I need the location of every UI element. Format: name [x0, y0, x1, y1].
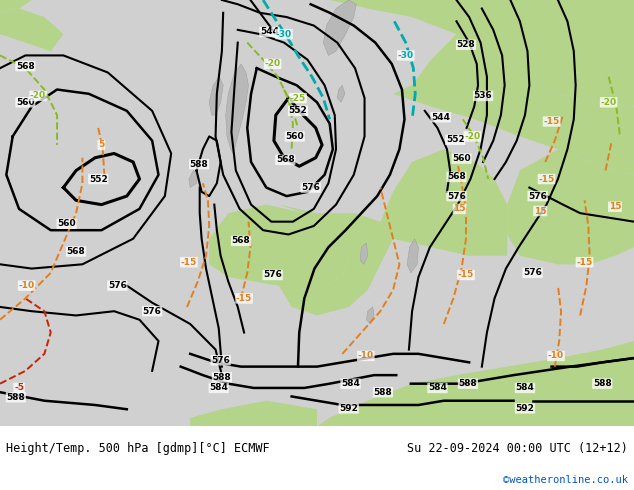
Text: 544: 544 — [260, 27, 279, 36]
Polygon shape — [360, 243, 368, 264]
Text: 588: 588 — [458, 379, 477, 388]
Text: 560: 560 — [452, 154, 471, 163]
Text: 588: 588 — [190, 160, 209, 169]
Polygon shape — [209, 205, 349, 290]
Text: 576: 576 — [263, 270, 282, 279]
Polygon shape — [393, 34, 634, 175]
Polygon shape — [317, 341, 634, 426]
Polygon shape — [0, 0, 634, 426]
Text: 584: 584 — [515, 384, 534, 392]
Polygon shape — [337, 85, 345, 102]
Text: 576: 576 — [143, 307, 162, 316]
Text: -5: -5 — [14, 384, 24, 392]
Text: -15: -15 — [543, 117, 560, 126]
Text: 560: 560 — [57, 220, 76, 228]
Text: 584: 584 — [428, 384, 447, 392]
Text: 15: 15 — [609, 202, 621, 211]
Text: -20: -20 — [464, 132, 481, 141]
Text: 576: 576 — [523, 269, 542, 277]
Text: 5: 5 — [98, 141, 105, 149]
Text: 552: 552 — [288, 106, 307, 115]
Text: 588: 588 — [373, 388, 392, 397]
Text: -15: -15 — [458, 270, 474, 279]
Text: 576: 576 — [301, 183, 320, 192]
Polygon shape — [279, 205, 393, 316]
Text: 584: 584 — [341, 379, 360, 388]
Polygon shape — [209, 77, 223, 115]
Text: -10: -10 — [548, 351, 564, 361]
Polygon shape — [190, 401, 317, 426]
Polygon shape — [380, 149, 507, 256]
Text: -20: -20 — [30, 92, 46, 100]
Polygon shape — [330, 0, 634, 107]
Text: 528: 528 — [456, 40, 476, 49]
Text: 592: 592 — [339, 404, 358, 413]
Text: 576: 576 — [108, 281, 127, 290]
Polygon shape — [189, 171, 198, 188]
Text: -30: -30 — [276, 29, 292, 39]
Text: -10: -10 — [358, 351, 374, 361]
Text: -20: -20 — [600, 98, 617, 107]
Text: -20: -20 — [264, 59, 281, 69]
Text: 592: 592 — [515, 404, 534, 413]
Text: 552: 552 — [446, 135, 465, 145]
Text: -15: -15 — [181, 258, 197, 267]
Text: 536: 536 — [474, 92, 493, 100]
Text: 576: 576 — [211, 356, 230, 365]
Text: Su 22-09-2024 00:00 UTC (12+12): Su 22-09-2024 00:00 UTC (12+12) — [407, 442, 628, 455]
Polygon shape — [507, 149, 634, 264]
Text: 568: 568 — [276, 155, 295, 164]
Text: -15: -15 — [236, 294, 252, 303]
Text: 15: 15 — [453, 204, 466, 213]
Text: Height/Temp. 500 hPa [gdmp][°C] ECMWF: Height/Temp. 500 hPa [gdmp][°C] ECMWF — [6, 442, 270, 455]
Polygon shape — [0, 0, 32, 13]
Polygon shape — [323, 0, 356, 55]
Text: -15: -15 — [576, 258, 593, 267]
Polygon shape — [407, 239, 418, 273]
Text: 588: 588 — [6, 393, 25, 402]
Polygon shape — [226, 64, 249, 153]
Text: -25: -25 — [290, 94, 306, 102]
Text: 568: 568 — [447, 172, 466, 181]
Text: -30: -30 — [398, 51, 414, 60]
Text: ©weatheronline.co.uk: ©weatheronline.co.uk — [503, 475, 628, 486]
Text: 576: 576 — [528, 192, 547, 200]
Text: 560: 560 — [285, 132, 304, 141]
Text: 588: 588 — [593, 379, 612, 388]
Text: -15: -15 — [538, 174, 555, 184]
Text: 15: 15 — [534, 206, 547, 216]
Text: 552: 552 — [89, 174, 108, 184]
Text: 576: 576 — [447, 192, 466, 200]
Text: -10: -10 — [18, 281, 35, 290]
Text: 584: 584 — [209, 384, 228, 392]
Polygon shape — [366, 307, 374, 324]
Text: 544: 544 — [431, 113, 450, 122]
Text: 588: 588 — [212, 373, 231, 382]
Polygon shape — [0, 8, 63, 51]
Text: 560: 560 — [16, 98, 35, 107]
Text: 568: 568 — [231, 236, 250, 245]
Text: 568: 568 — [67, 247, 86, 256]
Text: 568: 568 — [16, 62, 35, 71]
